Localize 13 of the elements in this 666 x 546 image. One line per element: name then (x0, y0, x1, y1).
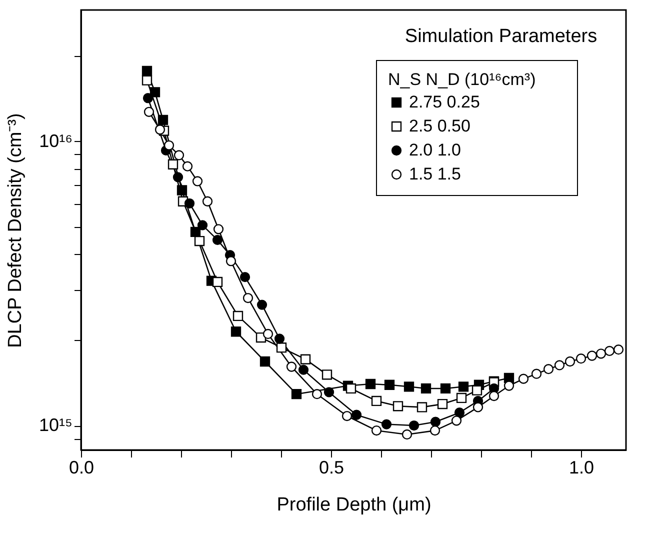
annotation: N_S N_D (10¹⁶cm³) (388, 70, 536, 89)
legend-label: 2.75 0.25 (409, 92, 480, 112)
x-axis-title: Profile Depth (μm) (276, 494, 432, 516)
x-tick-label: 0.0 (68, 458, 94, 478)
y-axis-title: DLCP Defect Density (cm⁻³) (5, 113, 26, 348)
legend-label: 1.5 1.5 (409, 164, 461, 184)
x-tick-label: 1.0 (568, 458, 594, 478)
legend-label: 2.5 0.50 (409, 116, 470, 136)
x-tick-label: 0.5 (318, 458, 344, 478)
legend-title: Simulation Parameters (404, 26, 598, 47)
y-tick-label: 10¹⁵ (39, 415, 72, 436)
legend-label: 2.0 1.0 (409, 140, 461, 160)
y-tick-label: 10¹⁶ (39, 130, 72, 151)
